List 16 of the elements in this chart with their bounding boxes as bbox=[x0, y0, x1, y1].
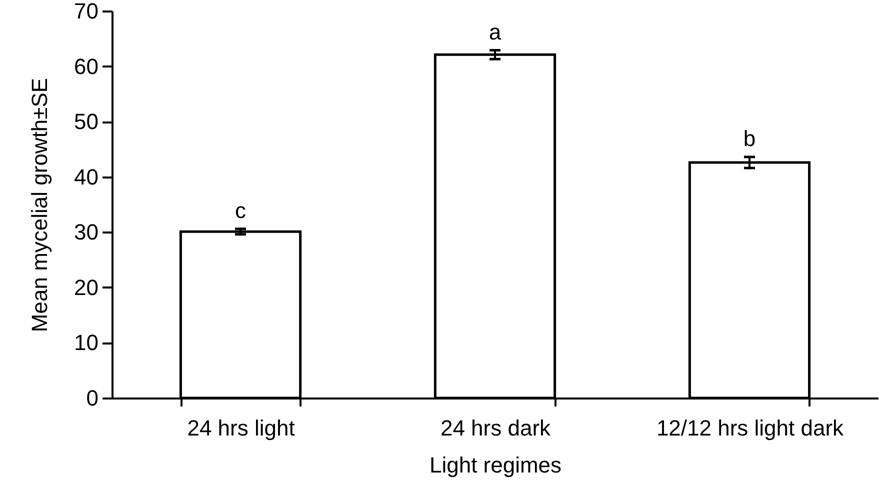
y-tick-label: 30 bbox=[74, 220, 98, 245]
annotation: b bbox=[743, 126, 756, 151]
x-tick-label: 12/12 hrs light dark bbox=[656, 416, 845, 440]
y-tick-label: 70 bbox=[74, 0, 98, 24]
y-tick-label: 50 bbox=[74, 109, 98, 134]
annotation: c bbox=[235, 198, 246, 223]
x-tick-label: 24 hrs dark bbox=[440, 416, 552, 440]
x-axis-title: Light regimes bbox=[429, 452, 562, 478]
x-tick-label: 24 hrs light bbox=[187, 416, 295, 440]
annotation: a bbox=[488, 19, 502, 44]
y-tick-label: 40 bbox=[74, 164, 98, 190]
y-axis-title: Mean mycelial growth±SE bbox=[27, 78, 52, 332]
y-tick-label: 60 bbox=[74, 54, 98, 79]
y-tick-label: 20 bbox=[74, 274, 98, 300]
y-tick-label: 10 bbox=[74, 330, 98, 356]
y-tick-label: 0 bbox=[86, 386, 98, 410]
